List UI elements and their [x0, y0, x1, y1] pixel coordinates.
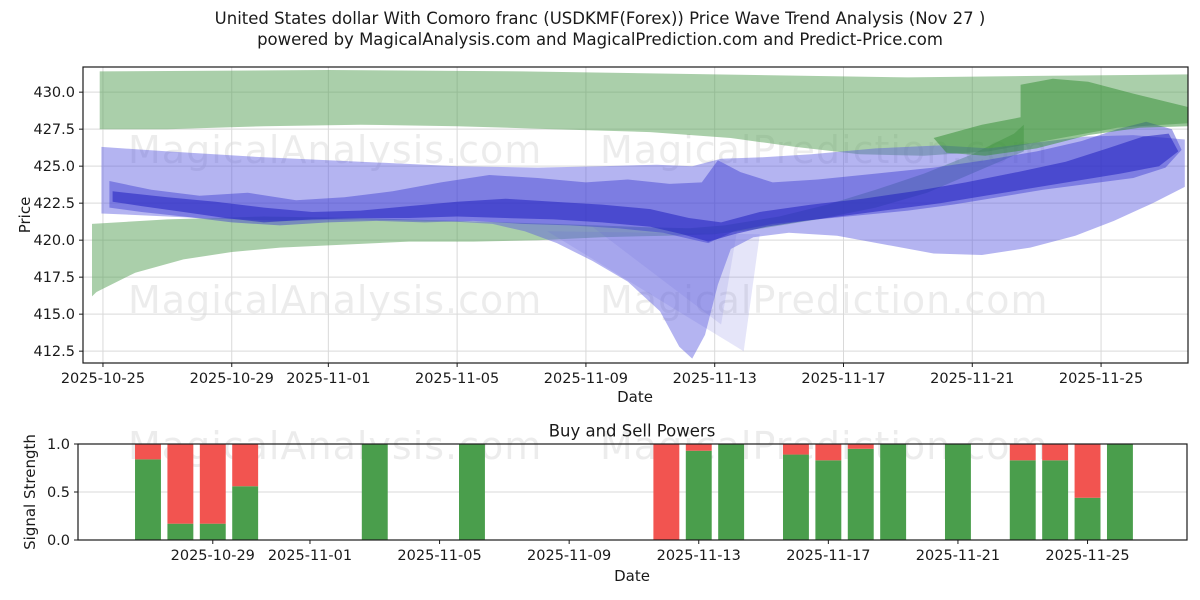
sell-bar-segment: [199, 444, 226, 524]
sell-bar-segment: [815, 444, 842, 461]
y-tick-label: 422.5: [33, 196, 75, 212]
y-tick-label: 420.0: [33, 233, 75, 249]
sell-bar-segment: [232, 444, 259, 487]
sell-bar-segment: [782, 444, 809, 455]
buy-bar-segment: [944, 444, 971, 540]
y-tick-label: 415.0: [33, 307, 75, 323]
x-tick-label: 2025-10-25: [61, 371, 145, 387]
buy-bar-segment: [232, 486, 259, 540]
y-tick-label: 412.5: [33, 344, 75, 360]
buy-bar-segment: [718, 444, 745, 540]
sell-bar-segment: [1074, 444, 1101, 498]
dark-blue-core-band: [112, 133, 1179, 242]
x-tick-label: 2025-10-29: [190, 371, 274, 387]
signal-strength-axis-label: Signal Strength: [21, 434, 39, 550]
figure-title: United States dollar With Comoro franc (…: [0, 8, 1200, 50]
signal-chart-title: Buy and Sell Powers: [548, 421, 716, 441]
buy-bar-segment: [815, 460, 842, 540]
x-tick-label: 2025-11-21: [916, 548, 1000, 564]
figure-title-line2: powered by MagicalAnalysis.com and Magic…: [257, 30, 943, 49]
x-tick-label: 2025-11-05: [397, 548, 481, 564]
buy-bar-segment: [199, 523, 226, 540]
sell-bar-segment: [653, 444, 680, 540]
light-blue-wave-band: [101, 135, 1185, 359]
x-tick-label: 2025-10-29: [171, 548, 255, 564]
dip-overlay-triangle-2: [592, 226, 738, 325]
buy-bar-segment: [685, 450, 712, 540]
x-tick-label: 2025-11-21: [930, 371, 1014, 387]
x-tick-label: 2025-11-09: [527, 548, 611, 564]
price-axis-label: Price: [16, 196, 34, 234]
y-tick-label: 0.5: [47, 485, 70, 501]
buy-bar-segment: [361, 444, 388, 540]
signal-chart-area: [78, 444, 1187, 540]
y-tick-label: 1.0: [47, 437, 70, 453]
plot-frame: [82, 66, 1189, 364]
buy-bar-segment: [1106, 444, 1133, 540]
x-tick-label: 2025-11-25: [1045, 548, 1129, 564]
buy-bar-segment: [782, 454, 809, 540]
price-chart-date-label: Date: [617, 388, 653, 406]
sell-bar-segment: [135, 444, 161, 460]
signal-chart-date-label: Date: [614, 567, 650, 585]
sell-bar-segment: [847, 444, 874, 449]
buy-bar-segment: [167, 523, 194, 540]
buy-bar-segment: [135, 459, 161, 540]
x-tick-label: 2025-11-01: [268, 548, 352, 564]
x-tick-label: 2025-11-01: [286, 371, 370, 387]
x-tick-label: 2025-11-09: [544, 371, 628, 387]
y-tick-label: 427.5: [33, 122, 75, 138]
x-tick-label: 2025-11-13: [657, 548, 741, 564]
y-tick-label: 417.5: [33, 270, 75, 286]
buy-bar-segment: [1074, 497, 1101, 540]
figure-title-line1: United States dollar With Comoro franc (…: [214, 9, 986, 28]
x-tick-label: 2025-11-17: [786, 548, 870, 564]
dark-green-arrow-band: [933, 78, 1188, 156]
price-chart-area: [83, 67, 1188, 363]
sell-bar-segment: [167, 444, 194, 524]
x-tick-label: 2025-11-13: [673, 371, 757, 387]
y-tick-label: 0.0: [47, 533, 70, 549]
buy-bar-segment: [1009, 460, 1036, 540]
dip-overlay-triangle-1: [547, 231, 760, 352]
upper-green-forecast-band: [99, 70, 1188, 156]
buy-bar-segment: [880, 444, 907, 540]
buy-bar-segment: [847, 448, 874, 540]
sell-bar-segment: [1042, 444, 1069, 461]
buy-bar-segment: [1042, 460, 1069, 540]
sell-bar-segment: [1009, 444, 1036, 461]
x-tick-label: 2025-11-17: [801, 371, 885, 387]
y-tick-label: 430.0: [33, 85, 75, 101]
x-tick-label: 2025-11-05: [415, 371, 499, 387]
sell-bar-segment: [685, 444, 712, 451]
y-tick-label: 425.0: [33, 159, 75, 175]
x-tick-label: 2025-11-25: [1059, 371, 1143, 387]
buy-bar-segment: [459, 444, 485, 540]
